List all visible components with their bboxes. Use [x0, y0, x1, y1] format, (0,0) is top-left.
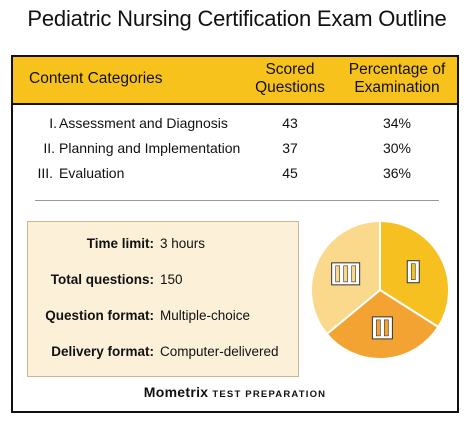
row-percentage: 30%: [382, 140, 412, 156]
header-scored-questions: Scored Questions: [245, 61, 335, 97]
pie-label-III: [331, 262, 361, 286]
info-time-limit: Time limit: 3 hours: [28, 236, 300, 256]
info-label: Question format:: [45, 308, 154, 323]
info-value: 150: [160, 272, 183, 287]
exam-outline-card: Content Categories Scored Questions Perc…: [11, 55, 459, 413]
header-scored-line-2: Questions: [255, 79, 325, 96]
table-header: Content Categories Scored Questions Perc…: [13, 57, 457, 105]
section-divider: [35, 200, 439, 201]
info-total-questions: Total questions: 150: [28, 272, 300, 292]
row-percentage: 34%: [382, 115, 412, 131]
info-label: Time limit:: [86, 236, 154, 251]
brand-tagline: TEST PREPARATION: [212, 389, 327, 400]
exam-info-box: Time limit: 3 hours Total questions: 150…: [27, 221, 299, 377]
row-numeral: II.: [43, 140, 55, 156]
brand-name: Mometrix: [143, 384, 209, 400]
row-numeral: I.: [49, 115, 57, 131]
info-question-format: Question format: Multiple-choice: [28, 308, 300, 328]
row-scored: 43: [282, 115, 298, 131]
table-row: III. Evaluation 45 36%: [13, 165, 457, 187]
category-pie-chart: [309, 219, 450, 360]
header-percentage: Percentage of Examination: [339, 61, 455, 97]
table-row: I. Assessment and Diagnosis 43 34%: [13, 115, 457, 137]
row-numeral: III.: [37, 165, 53, 181]
table-row: II. Planning and Implementation 37 30%: [13, 140, 457, 162]
header-percentage-line-1: Percentage of: [348, 61, 446, 78]
brand-logo: Mometrix TEST PREPARATION: [13, 384, 457, 400]
info-label: Delivery format:: [51, 344, 154, 359]
page-title: Pediatric Nursing Certification Exam Out…: [27, 6, 447, 31]
row-category: Assessment and Diagnosis: [59, 115, 228, 131]
info-delivery-format: Delivery format: Computer-delivered: [28, 344, 300, 364]
pie-label-I: [406, 260, 420, 284]
row-category: Evaluation: [59, 165, 125, 181]
pie-label-II: [371, 316, 393, 340]
row-category: Planning and Implementation: [59, 140, 241, 156]
row-scored: 45: [282, 165, 298, 181]
info-value: Multiple-choice: [160, 308, 251, 323]
header-scored-line-1: Scored: [265, 61, 315, 78]
header-percentage-line-2: Examination: [354, 79, 440, 96]
info-label: Total questions:: [50, 272, 154, 287]
info-value: 3 hours: [160, 236, 206, 251]
info-value: Computer-delivered: [160, 344, 279, 359]
row-percentage: 36%: [382, 165, 412, 181]
header-content-categories: Content Categories: [29, 70, 163, 87]
row-scored: 37: [282, 140, 298, 156]
